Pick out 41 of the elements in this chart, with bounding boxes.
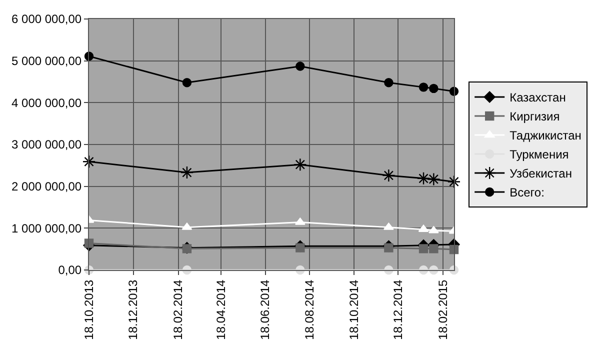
y-tick-label: 5 000 000,00 (12, 54, 82, 68)
x-tick-label: 18.10.2014 (346, 279, 361, 340)
point (182, 78, 192, 88)
legend-label: Туркмения (510, 148, 569, 162)
point (382, 168, 396, 182)
point (384, 243, 394, 252)
legend-label: Узбекистан (510, 166, 572, 181)
point (429, 244, 438, 254)
x-tick-label: 18.08.2014 (302, 279, 316, 340)
y-tick-label: 0,00 (58, 263, 82, 278)
point (182, 244, 192, 254)
point (418, 224, 429, 232)
point (429, 84, 438, 94)
x-tick-label: 18.12.2014 (391, 279, 406, 340)
x-tick-label: 18.10.2013 (82, 279, 96, 340)
point (418, 82, 428, 92)
y-tick-label: 3 000 000,00 (12, 138, 82, 152)
point (294, 158, 307, 172)
y-tick-label: 1 000 000,00 (12, 221, 82, 236)
point (296, 62, 305, 71)
point (296, 243, 305, 252)
legend-label: Казахстан (510, 90, 566, 105)
y-tick-label: 2 000 000,00 (12, 180, 82, 194)
x-tick-label: 18.06.2014 (258, 279, 272, 340)
y-tick-label: 6 000 000,00 (12, 12, 82, 26)
legend-label: Таджикистан (510, 128, 582, 143)
x-tick-label: 18.02.2014 (171, 279, 186, 340)
point (447, 175, 461, 188)
x-tick-label: 18.04.2014 (214, 279, 228, 340)
x-tick-label: 18.12.2013 (126, 279, 140, 340)
point (416, 172, 430, 185)
legend-label: Всего: (510, 186, 544, 200)
point (84, 238, 94, 248)
point (418, 244, 428, 254)
legend-label: Киргизия (510, 110, 560, 124)
point (427, 172, 440, 186)
point (384, 78, 394, 88)
point (82, 155, 96, 168)
y-tick-label: 4 000 000,00 (12, 96, 82, 110)
x-tick-label: 18.02.2015 (436, 279, 450, 340)
point (180, 166, 194, 180)
